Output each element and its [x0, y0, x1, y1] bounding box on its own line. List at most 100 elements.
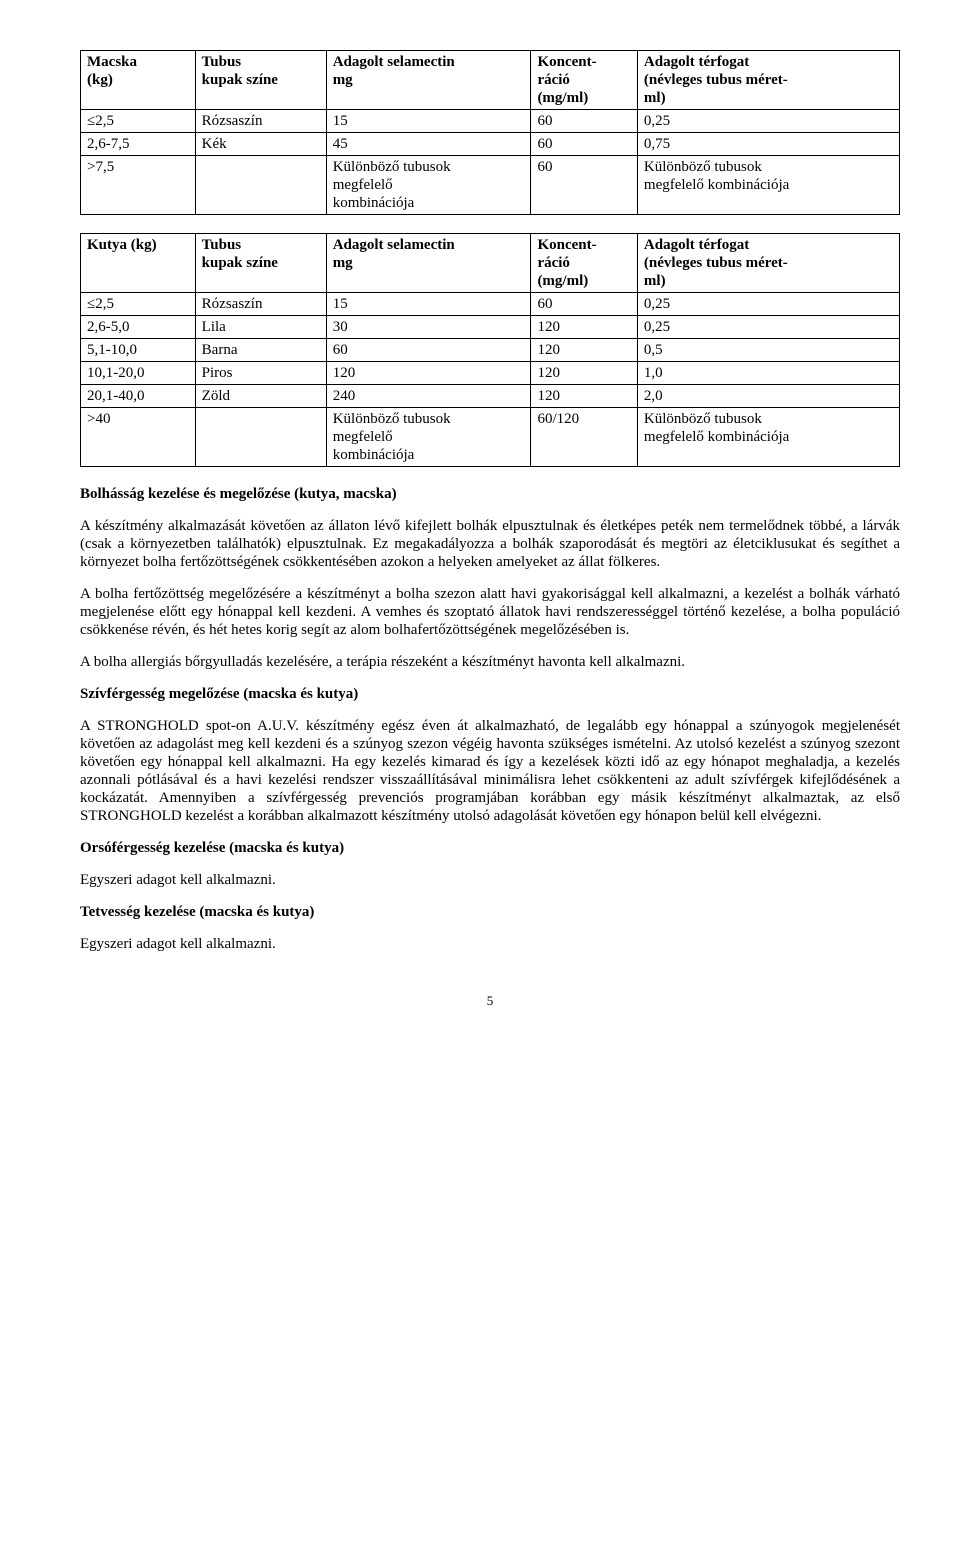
cell: 60: [531, 110, 637, 133]
paragraph: Egyszeri adagot kell alkalmazni.: [80, 871, 900, 889]
table-row: 5,1-10,0 Barna 60 120 0,5: [81, 339, 900, 362]
cell: 30: [326, 316, 531, 339]
heading-roundworm: Orsóférgesség kezelése (macska és kutya): [80, 839, 900, 857]
cell-line: megfelelő kombinációja: [644, 177, 789, 193]
cell: 240: [326, 385, 531, 408]
cell-line: Különböző tubusok: [644, 159, 762, 175]
table-row: 20,1-40,0 Zöld 240 120 2,0: [81, 385, 900, 408]
th-selamectin: Adagolt selamectin mg: [326, 234, 531, 293]
cell: 0,25: [637, 293, 899, 316]
cell: 10,1-20,0: [81, 362, 196, 385]
cell-line: Koncent-: [537, 54, 596, 70]
heading-heartworm: Szívférgesség megelőzése (macska és kuty…: [80, 685, 900, 703]
cell-line: Adagolt térfogat: [644, 237, 749, 253]
cell-line: ml): [644, 273, 666, 289]
heading-lice: Tetvesség kezelése (macska és kutya): [80, 903, 900, 921]
cell: 5,1-10,0: [81, 339, 196, 362]
cell: Rózsaszín: [195, 293, 326, 316]
cell-line: Különböző tubusok: [333, 159, 451, 175]
cell: 120: [531, 339, 637, 362]
cell: 60/120: [531, 408, 637, 467]
cell: 2,0: [637, 385, 899, 408]
th-volume: Adagolt térfogat (névleges tubus méret- …: [637, 234, 899, 293]
cell: 0,75: [637, 133, 899, 156]
th-weight: Macska (kg): [81, 51, 196, 110]
cell: Kék: [195, 133, 326, 156]
table-row: Kutya (kg) Tubus kupak színe Adagolt sel…: [81, 234, 900, 293]
cell: 120: [531, 316, 637, 339]
cell: 120: [531, 385, 637, 408]
cell: Lila: [195, 316, 326, 339]
cell-line: Tubus: [202, 237, 242, 253]
cell-line: (névleges tubus méret-: [644, 72, 788, 88]
cell: >7,5: [81, 156, 196, 215]
table-row: 10,1-20,0 Piros 120 120 1,0: [81, 362, 900, 385]
cell: Rózsaszín: [195, 110, 326, 133]
cell-line: kupak színe: [202, 255, 278, 271]
table-row: 2,6-7,5 Kék 45 60 0,75: [81, 133, 900, 156]
cell-line: (mg/ml): [537, 273, 588, 289]
paragraph: A bolha allergiás bőrgyulladás kezelésér…: [80, 653, 900, 671]
cell: 120: [326, 362, 531, 385]
cell-line: ráció: [537, 72, 569, 88]
th-weight: Kutya (kg): [81, 234, 196, 293]
cell-line: Adagolt selamectin: [333, 54, 455, 70]
cell-line: Kutya (kg): [87, 237, 157, 253]
cell: 60: [531, 133, 637, 156]
table-row: Macska (kg) Tubus kupak színe Adagolt se…: [81, 51, 900, 110]
cell-line: mg: [333, 255, 353, 271]
cell-line: (mg/ml): [537, 90, 588, 106]
cell: 2,6-5,0: [81, 316, 196, 339]
cell-line: Tubus: [202, 54, 242, 70]
table-row: ≤2,5 Rózsaszín 15 60 0,25: [81, 293, 900, 316]
paragraph: Egyszeri adagot kell alkalmazni.: [80, 935, 900, 953]
cell-line: ml): [644, 90, 666, 106]
th-color: Tubus kupak színe: [195, 234, 326, 293]
cell: 0,25: [637, 316, 899, 339]
cell: 45: [326, 133, 531, 156]
cell-line: kupak színe: [202, 72, 278, 88]
cell-line: kombinációja: [333, 447, 415, 463]
cell: 15: [326, 110, 531, 133]
cell-line: kombinációja: [333, 195, 415, 211]
cell-line: Adagolt selamectin: [333, 237, 455, 253]
cell: 0,5: [637, 339, 899, 362]
paragraph: A STRONGHOLD spot-on A.U.V. készítmény e…: [80, 717, 900, 825]
cell: 20,1-40,0: [81, 385, 196, 408]
paragraph: A készítmény alkalmazását követően az ál…: [80, 517, 900, 571]
cell: ≤2,5: [81, 293, 196, 316]
cell: 1,0: [637, 362, 899, 385]
cell: Különböző tubusok megfelelő kombinációja: [637, 408, 899, 467]
cell-line: Különböző tubusok: [333, 411, 451, 427]
table-row: ≤2,5 Rózsaszín 15 60 0,25: [81, 110, 900, 133]
cell-line: megfelelő kombinációja: [644, 429, 789, 445]
cell: 0,25: [637, 110, 899, 133]
cell: [195, 408, 326, 467]
cell: Különböző tubusok megfelelő kombinációja: [326, 408, 531, 467]
cell-line: mg: [333, 72, 353, 88]
heading-flea: Bolhásság kezelése és megelőzése (kutya,…: [80, 485, 900, 503]
cell: 2,6-7,5: [81, 133, 196, 156]
cell: Különböző tubusok megfelelő kombinációja: [326, 156, 531, 215]
cell-line: (névleges tubus méret-: [644, 255, 788, 271]
table-row: 2,6-5,0 Lila 30 120 0,25: [81, 316, 900, 339]
th-selamectin: Adagolt selamectin mg: [326, 51, 531, 110]
table-row: >40 Különböző tubusok megfelelő kombinác…: [81, 408, 900, 467]
cell: Barna: [195, 339, 326, 362]
th-concentration: Koncent- ráció (mg/ml): [531, 51, 637, 110]
cell-line: Különböző tubusok: [644, 411, 762, 427]
paragraph: A bolha fertőzöttség megelőzésére a kész…: [80, 585, 900, 639]
cell-line: megfelelő: [333, 177, 393, 193]
cell-line: ráció: [537, 255, 569, 271]
table-cat-dosing: Macska (kg) Tubus kupak színe Adagolt se…: [80, 50, 900, 215]
cell: 60: [531, 293, 637, 316]
cell: ≤2,5: [81, 110, 196, 133]
cell: 120: [531, 362, 637, 385]
page-number: 5: [80, 993, 900, 1009]
th-color: Tubus kupak színe: [195, 51, 326, 110]
table-dog-dosing: Kutya (kg) Tubus kupak színe Adagolt sel…: [80, 233, 900, 467]
cell-line: Macska: [87, 54, 137, 70]
cell: [195, 156, 326, 215]
cell: Különböző tubusok megfelelő kombinációja: [637, 156, 899, 215]
cell: Piros: [195, 362, 326, 385]
